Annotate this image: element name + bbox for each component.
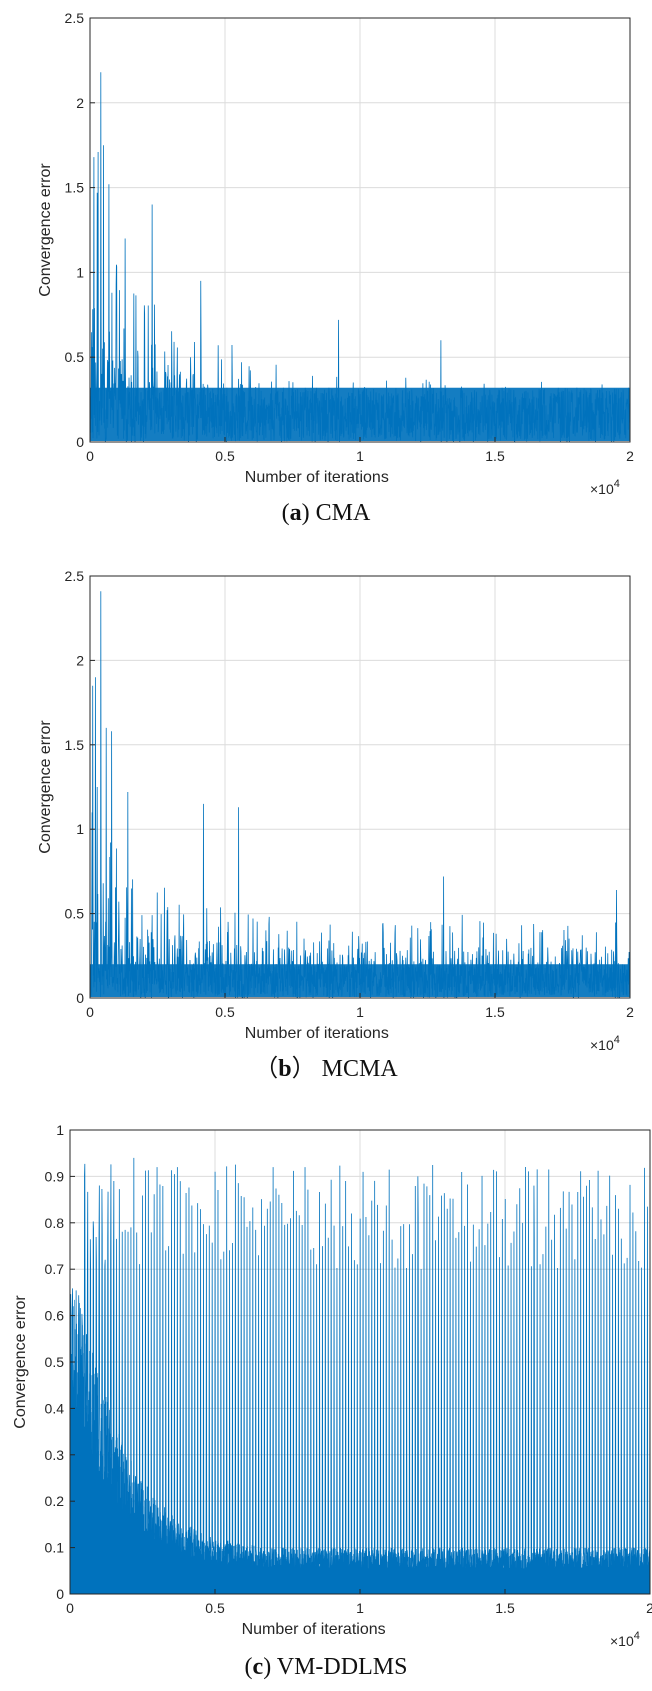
y-tick-label: 2 xyxy=(76,95,84,111)
y-tick-label: 1.5 xyxy=(65,737,85,753)
x-tick-label: 1 xyxy=(356,1600,364,1616)
y-tick-label: 1 xyxy=(56,1122,64,1138)
y-tick-label: 0.6 xyxy=(45,1308,65,1324)
x-tick-label: 1 xyxy=(356,448,364,464)
x-tick-label: 0.5 xyxy=(215,448,235,464)
y-tick-label: 2.5 xyxy=(65,568,85,584)
x-axis-label: Number of iterations xyxy=(245,469,389,486)
y-tick-label: 0.7 xyxy=(45,1261,65,1277)
y-tick-label: 0.3 xyxy=(45,1447,65,1463)
panel-caption: (a) CMA xyxy=(282,500,371,526)
x-tick-label: 1.5 xyxy=(485,1004,505,1020)
y-axis-label: Convergence error xyxy=(37,163,54,297)
y-tick-label: 1.5 xyxy=(65,180,85,196)
dense-band xyxy=(90,387,630,441)
x-tick-label: 1.5 xyxy=(485,448,505,464)
chart-panel-b: 0 0.5 1 1.5 2 0 0.5 1 1.5 2 2.5 Number of iteration… xyxy=(37,568,634,1082)
y-tick-label: 0 xyxy=(56,1586,64,1602)
dense-band xyxy=(90,964,630,997)
y-tick-label: 0.1 xyxy=(45,1540,65,1556)
y-tick-label: 2 xyxy=(76,652,84,668)
y-axis-label: Convergence error xyxy=(37,720,54,854)
x-axis-label: Number of iterations xyxy=(245,1025,389,1042)
x-tick-label: 0.5 xyxy=(205,1600,225,1616)
panel-caption: （b） MCMA xyxy=(254,1056,398,1082)
x-tick-label: 1.5 xyxy=(495,1600,515,1616)
y-tick-label: 0.9 xyxy=(45,1168,65,1184)
x-tick-label: 2 xyxy=(646,1600,652,1616)
y-tick-label: 1 xyxy=(76,264,84,280)
chart-panel-c: 0 0.5 1 1.5 2 0 0.1 0.2 0.3 0.4 0.5 0.6 0.7 0.8 0.9 1 Nu… xyxy=(12,1122,652,1680)
x-tick-label: 0 xyxy=(66,1600,74,1616)
x-exponent-label: ×104 xyxy=(590,478,620,497)
x-tick-label: 0 xyxy=(86,1004,94,1020)
x-tick-label: 0.5 xyxy=(215,1004,235,1020)
x-exponent-label: ×104 xyxy=(610,1630,640,1649)
y-axis-label: Convergence error xyxy=(12,1295,29,1429)
y-tick-label: 0.5 xyxy=(65,906,85,922)
y-tick-label: 0.8 xyxy=(45,1215,65,1231)
y-tick-label: 0.2 xyxy=(45,1493,65,1509)
x-tick-label: 0 xyxy=(86,448,94,464)
y-tick-label: 1 xyxy=(76,821,84,837)
chart-panel-a: 0 0.5 1 1.5 2 0 0.5 1 1.5 2 2.5 Number of iteration… xyxy=(37,10,634,526)
y-tick-label: 0.5 xyxy=(45,1354,65,1370)
x-tick-label: 2 xyxy=(626,448,634,464)
x-axis-label: Number of iterations xyxy=(242,1621,386,1638)
y-tick-label: 0.5 xyxy=(65,349,85,365)
x-tick-label: 1 xyxy=(356,1004,364,1020)
y-tick-label: 2.5 xyxy=(65,10,85,26)
x-exponent-label: ×104 xyxy=(590,1034,620,1053)
y-tick-label: 0.4 xyxy=(45,1400,65,1416)
x-tick-label: 2 xyxy=(626,1004,634,1020)
panel-caption: (c) VM-DDLMS xyxy=(245,1654,408,1680)
y-tick-label: 0 xyxy=(76,990,84,1006)
y-tick-label: 0 xyxy=(76,434,84,450)
